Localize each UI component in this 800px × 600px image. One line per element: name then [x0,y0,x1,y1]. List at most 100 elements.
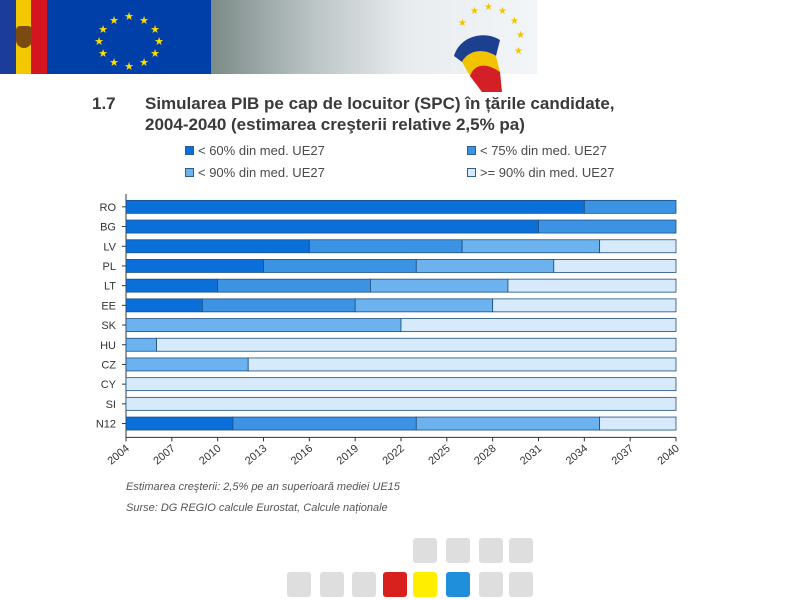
bar-segment [599,239,677,254]
bar-segment [125,259,264,273]
nav-square[interactable] [413,538,437,563]
bar-segment [201,298,356,313]
legend-swatch-lt60 [185,146,194,155]
y-tick-label: RO [100,202,117,214]
svg-text:★: ★ [154,36,164,48]
bar-segment [370,278,509,293]
y-tick-label: PL [103,261,116,273]
x-tick-label: 2037 [610,443,636,468]
svg-text:★: ★ [510,16,519,27]
bar-segment [125,396,677,411]
bar-segment [125,416,234,431]
nav-square-red[interactable] [383,572,407,597]
svg-text:★: ★ [139,15,149,27]
bar-segment [247,357,677,372]
svg-text:★: ★ [94,36,104,48]
svg-text:★: ★ [458,18,467,29]
source-note: Surse: DG REGIO calcule Eurostat, Calcul… [126,502,388,514]
x-tick-label: 2013 [243,443,269,468]
section-number: 1.7 [92,94,116,113]
y-tick-label: HU [100,340,116,352]
bar-segment [354,298,494,313]
bar-segment [461,239,601,254]
y-tick-label: CZ [101,359,116,371]
bar-segment [232,416,417,431]
svg-text:★: ★ [150,48,160,60]
bar-segment [125,199,585,214]
x-tick-label: 2019 [335,443,361,468]
svg-text:★: ★ [150,24,160,36]
x-tick-label: 2025 [426,443,452,468]
x-tick-label: 2010 [197,443,223,468]
svg-text:★: ★ [470,6,479,17]
x-tick-label: 2040 [655,443,681,468]
nav-square[interactable] [446,538,470,563]
bar-segment [125,239,310,254]
romania-eu-logo-icon: ★ ★ ★ ★ ★ ★ ★ [440,0,537,92]
legend-swatch-gte90 [467,168,476,177]
x-tick-label: 2034 [564,443,590,468]
bar-segment [507,278,677,293]
bar-chart: RO BG LV PL LT EE SK HU CZ CY SI N12 2004 2007 2010 201… [96,194,682,468]
x-tick-label: 2007 [151,443,177,468]
svg-text:★: ★ [139,57,149,69]
y-tick-label: SI [106,399,116,411]
legend-swatch-lt90 [185,168,194,177]
bar-segment [125,357,249,372]
bar-segment [125,318,402,332]
y-tick-label: CY [101,379,117,391]
x-tick-label: 2004 [105,443,131,468]
y-tick-label: LV [103,241,116,253]
bar-segment [125,377,677,392]
nav-square-yellow[interactable] [413,572,437,597]
eu-flag-icon: ★ ★ ★ ★ ★ ★ ★ ★ ★ ★ ★ ★ [47,0,211,74]
bar-segment [125,219,539,234]
x-tick-label: 2031 [518,443,544,468]
bar-segment [538,219,677,234]
svg-text:★: ★ [514,46,523,57]
bar-segment [553,259,677,273]
nav-square[interactable] [287,572,311,597]
bar-segment [415,259,555,273]
bar-segment [263,259,417,273]
svg-text:★: ★ [98,24,108,36]
nav-square[interactable] [320,572,344,597]
y-tick-label: BG [100,222,116,234]
legend-item-gte90: >= 90% din med. UE27 [467,165,614,180]
x-tick-label: 2028 [472,443,498,468]
y-tick-label: SK [101,320,116,332]
nav-square[interactable] [479,538,503,563]
bar-segment [125,337,157,352]
svg-text:★: ★ [516,30,525,41]
moldova-flag-icon [0,0,48,74]
svg-text:★: ★ [109,57,119,69]
svg-text:★: ★ [484,2,493,13]
bar-segment [125,278,219,293]
bar-segment [308,239,463,254]
chart-title-line2: 2004-2040 (estimarea creşterii relative … [145,115,525,134]
legend-label-gte90: >= 90% din med. UE27 [480,165,615,180]
bar-segment [599,416,677,431]
legend-item-lt90: < 90% din med. UE27 [185,165,325,180]
x-tick-label: 2016 [289,443,315,468]
legend-label-lt75: < 75% din med. UE27 [480,143,607,158]
y-tick-label: LT [104,281,116,293]
nav-square[interactable] [479,572,503,597]
nav-square[interactable] [509,572,533,597]
x-tick-label: 2022 [380,443,406,468]
nav-square[interactable] [352,572,376,597]
legend-label-lt90: < 90% din med. UE27 [198,165,325,180]
legend-label-lt60: < 60% din med. UE27 [198,143,325,158]
bar-segment [125,298,203,313]
legend-swatch-lt75 [467,146,476,155]
bar-segment [400,318,677,332]
legend-item-lt60: < 60% din med. UE27 [185,143,325,158]
bar-segment [583,199,677,214]
bar-segment [492,298,677,313]
nav-square[interactable] [509,538,533,563]
y-tick-label: N12 [96,419,116,431]
legend-item-lt75: < 75% din med. UE27 [467,143,607,158]
nav-square-blue[interactable] [446,572,470,597]
chart-title-line1: Simularea PIB pe cap de locuitor (SPC) î… [145,94,615,113]
svg-text:★: ★ [124,11,134,23]
